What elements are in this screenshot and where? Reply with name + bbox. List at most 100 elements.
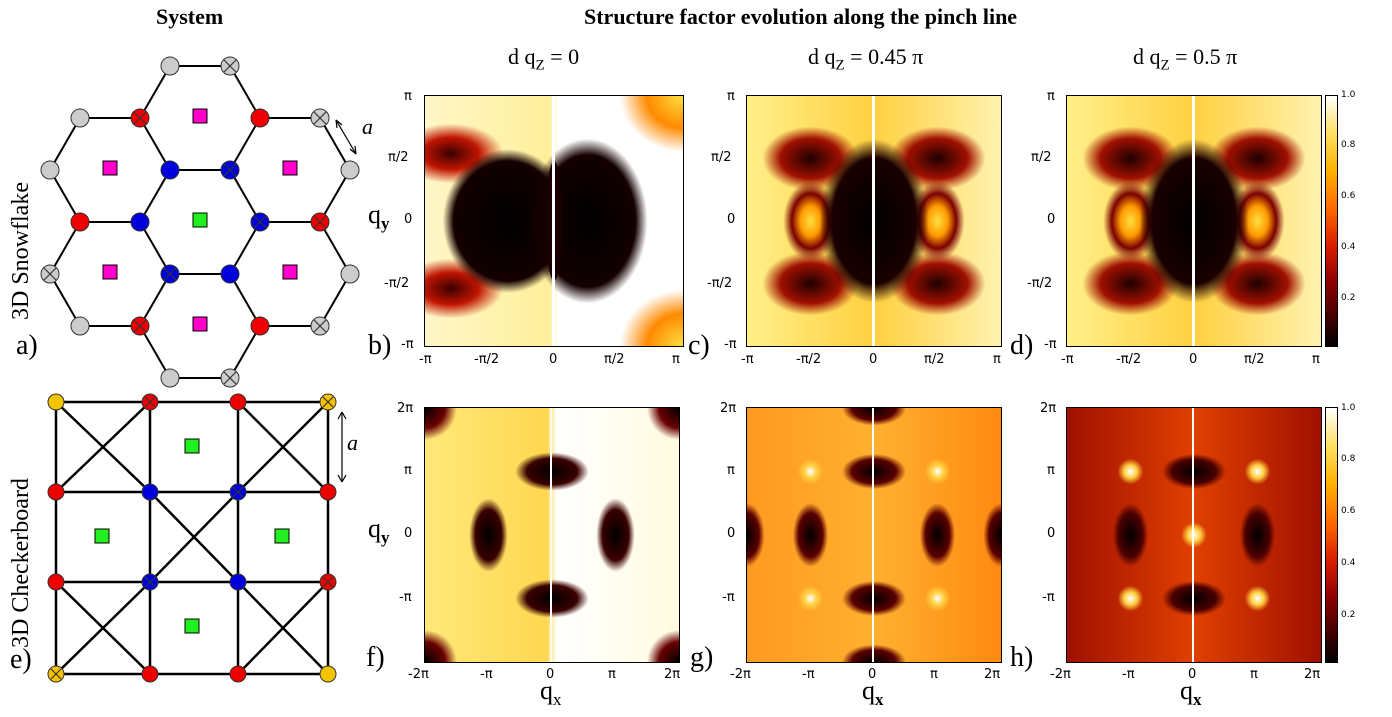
checkerboard-lattice-diagram: [47, 393, 347, 683]
f-ytick-neg-pi: -π: [399, 590, 412, 605]
b-xtick-1: -π: [419, 352, 432, 367]
c-xtick-2: -π/2: [796, 352, 822, 367]
g-xtick-5: 2π: [984, 667, 1001, 682]
f-ytick-zero: 0: [404, 526, 413, 541]
plot-h-zero-line: [1192, 408, 1194, 662]
panel-label-h: h): [1010, 642, 1034, 673]
colorbar-bottom-tick-4: 0.4: [1341, 558, 1356, 568]
g-ytick-neg-pi: -π: [722, 590, 735, 605]
c-ytick-zero: 0: [727, 212, 736, 227]
panel-label-c: c): [688, 330, 710, 361]
colorbar-bottom: [1325, 407, 1338, 663]
d-ytick-zero: 0: [1047, 212, 1056, 227]
colorbar-bottom-tick-3: 0.6: [1341, 506, 1356, 516]
h-xtick-4: π: [1250, 667, 1258, 682]
f-xtick-3: 0: [546, 667, 555, 682]
h-x-axis-label: qx: [1180, 676, 1202, 710]
d-ytick-pi: π: [1047, 89, 1055, 104]
snowflake-lattice-diagram: [40, 56, 360, 388]
checkerboard-lattice-unit: a: [347, 430, 358, 455]
b-xtick-5: π: [672, 352, 680, 367]
panel-label-d: d): [1010, 330, 1034, 361]
h-xtick-5: 2π: [1304, 667, 1321, 682]
g-xtick-1: -2π: [730, 667, 751, 682]
g-xtick-4: π: [930, 667, 938, 682]
f-ytick-pi: π: [404, 463, 412, 478]
h-ytick-neg-pi: -π: [1042, 590, 1055, 605]
f-xtick-2: -π: [480, 667, 493, 682]
c-ytick-neg-pi: -π: [724, 337, 737, 352]
d-xtick-1: -π: [1061, 352, 1074, 367]
colorbar-top-tick-2: 0.8: [1341, 140, 1356, 150]
b-ytick-zero: 0: [404, 212, 413, 227]
panel-label-b: b): [368, 330, 392, 361]
g-xtick-3: 0: [868, 667, 877, 682]
plot-f-structure-factor: [424, 407, 680, 663]
g-ytick-2pi: 2π: [720, 401, 737, 416]
colorbar-top-tick-4: 0.4: [1341, 242, 1356, 252]
b-ytick-pi-half: π/2: [388, 150, 409, 165]
d-xtick-3: 0: [1189, 352, 1198, 367]
colorbar-top-tick-3: 0.6: [1341, 191, 1356, 201]
d-ytick-neg-pi: -π: [1044, 337, 1057, 352]
row-label-checkerboard: 3D Checkerboard: [8, 478, 34, 648]
plot-d-zero-line: [1192, 96, 1195, 346]
g-x-axis-label: qx: [862, 676, 884, 710]
d-xtick-4: π/2: [1244, 352, 1265, 367]
snowflake-lattice-unit: a: [362, 114, 373, 139]
b-xtick-2: -π/2: [474, 352, 500, 367]
column-heading-1: d qZ = 0: [508, 44, 580, 74]
panel-label-f: f): [366, 642, 385, 673]
h-ytick-zero: 0: [1047, 526, 1056, 541]
f-xtick-1: -2π: [408, 667, 429, 682]
d-ytick-neg-pi-half: -π/2: [1027, 276, 1053, 291]
plot-c-zero-line: [872, 96, 875, 346]
h-xtick-3: 0: [1188, 667, 1197, 682]
system-header: System: [156, 4, 224, 29]
h-ytick-2pi: 2π: [1040, 401, 1057, 416]
top-y-axis-label: qy: [368, 200, 390, 234]
column-heading-2: d qZ = 0.45 π: [808, 44, 924, 74]
column-heading-3: d qZ = 0.5 π: [1133, 44, 1238, 74]
plot-b-zero-line: [552, 96, 555, 346]
c-xtick-5: π: [993, 352, 1001, 367]
g-ytick-pi: π: [727, 463, 735, 478]
plot-g-structure-factor: [746, 407, 1002, 663]
c-xtick-3: 0: [869, 352, 878, 367]
f-x-axis-label: qx: [540, 676, 562, 710]
d-xtick-5: π: [1312, 352, 1320, 367]
d-ytick-pi-half: π/2: [1031, 150, 1052, 165]
colorbar-bottom-tick-5: 0.2: [1341, 610, 1356, 620]
c-ytick-pi: π: [727, 89, 735, 104]
colorbar-top-tick-5: 0.2: [1341, 293, 1356, 303]
g-xtick-2: -π: [802, 667, 815, 682]
colorbar-top: [1325, 95, 1338, 347]
f-xtick-5: 2π: [664, 667, 681, 682]
plot-f-zero-line: [550, 408, 552, 662]
panel-label-e: e): [10, 644, 32, 675]
b-ytick-neg-pi: -π: [401, 337, 414, 352]
d-xtick-2: -π/2: [1116, 352, 1142, 367]
h-xtick-1: -2π: [1050, 667, 1071, 682]
c-ytick-pi-half: π/2: [711, 150, 732, 165]
g-ytick-zero: 0: [727, 526, 736, 541]
b-ytick-pi: π: [404, 89, 412, 104]
c-xtick-4: π/2: [924, 352, 945, 367]
colorbar-bottom-tick-1: 1.0: [1341, 403, 1356, 413]
h-ytick-pi: π: [1047, 463, 1055, 478]
evolution-header: Structure factor evolution along the pin…: [584, 4, 1018, 29]
b-xtick-3: 0: [549, 352, 558, 367]
f-xtick-4: π: [608, 667, 616, 682]
f-ytick-2pi: 2π: [397, 401, 414, 416]
panel-label-a: a): [16, 330, 38, 361]
c-ytick-neg-pi-half: -π/2: [707, 276, 733, 291]
colorbar-bottom-tick-2: 0.8: [1341, 454, 1356, 464]
bottom-y-axis-label: qy: [368, 514, 390, 548]
c-xtick-1: -π: [741, 352, 754, 367]
colorbar-top-tick-1: 1.0: [1341, 90, 1356, 100]
b-xtick-4: π/2: [604, 352, 625, 367]
h-xtick-2: -π: [1122, 667, 1135, 682]
panel-label-g: g): [690, 642, 714, 673]
b-ytick-neg-pi-half: -π/2: [384, 276, 410, 291]
plot-h-structure-factor: [1066, 407, 1322, 663]
